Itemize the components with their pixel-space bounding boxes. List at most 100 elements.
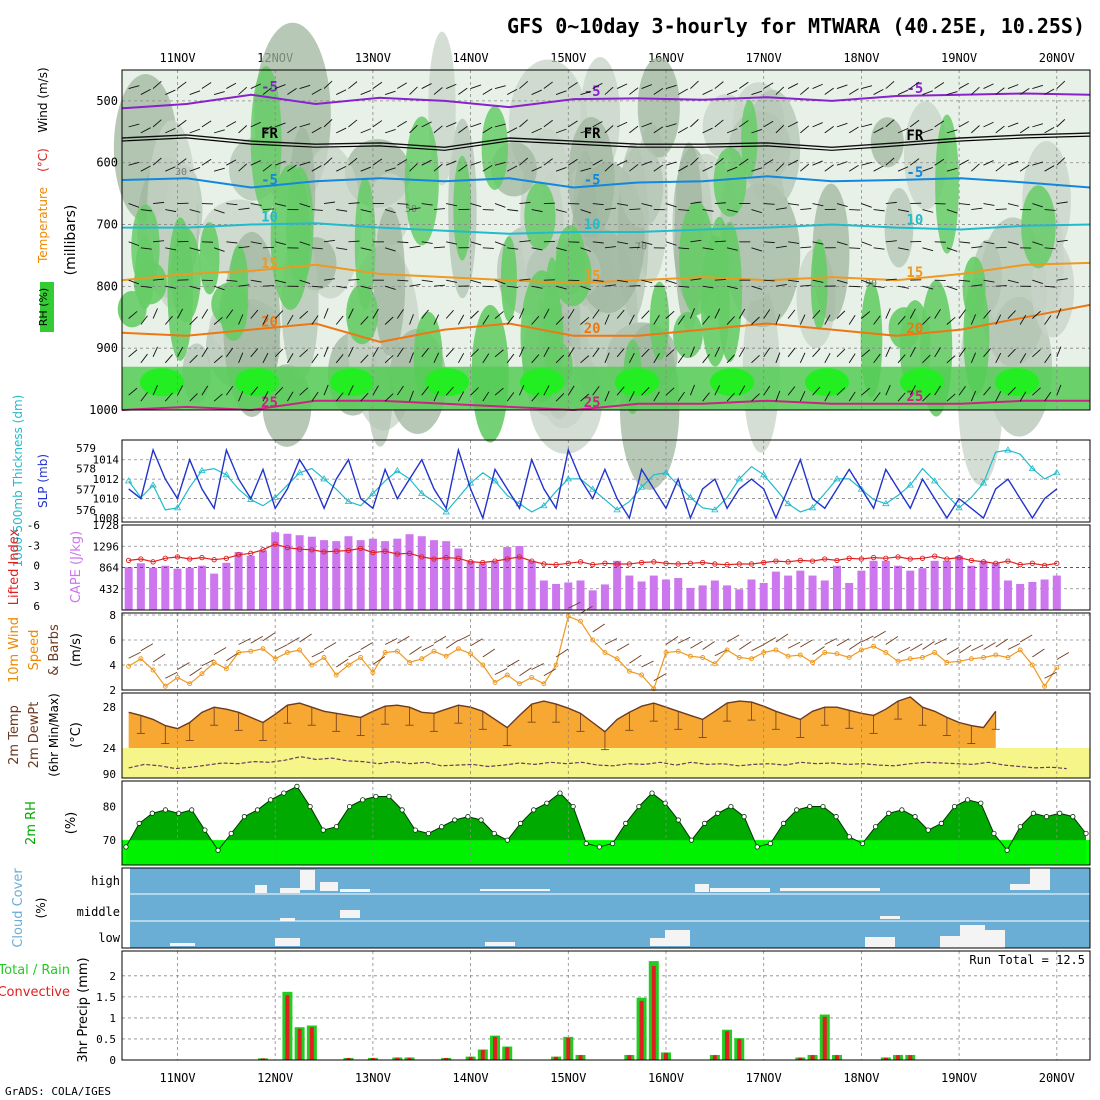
wind-barb: [274, 310, 284, 319]
lifted-index-point: [211, 557, 217, 563]
wind-barb: [617, 203, 629, 206]
wind-barb-10m: [665, 636, 679, 645]
rh2m-point: [557, 790, 563, 796]
wind-barb: [262, 285, 274, 287]
wind-barb: [629, 125, 639, 134]
cape-bar: [869, 560, 878, 610]
wind-barb: [641, 203, 653, 207]
cape-bar: [662, 579, 670, 610]
wind-barb: [800, 125, 810, 134]
thickness-point: [222, 471, 231, 478]
wind-barb: [519, 240, 531, 243]
wind-barb: [128, 349, 138, 358]
wind-barb: [299, 310, 309, 319]
wind-barb: [421, 83, 432, 89]
slp-tick-label: 1010: [93, 493, 120, 506]
wind-barb: [348, 202, 360, 204]
wind-speed-point: [162, 683, 168, 689]
wind-barb: [775, 207, 787, 210]
wind-barb: [372, 347, 379, 358]
wind-barb: [507, 247, 519, 250]
wind-barb: [604, 207, 616, 210]
wind-barb: [140, 165, 151, 172]
wind-barb: [128, 387, 138, 396]
wind-barb: [360, 392, 369, 402]
wind10m-unit-label: (m/s): [69, 633, 84, 667]
wind-speed-point: [1005, 655, 1011, 660]
rh2m-point: [780, 820, 787, 826]
wind-barb: [702, 315, 710, 325]
wind-barb: [494, 279, 506, 285]
rh-saturated-shade: [330, 368, 374, 397]
wind-barb: [592, 121, 603, 128]
wind-barb: [165, 209, 177, 213]
temp2m-panel: [121, 692, 1091, 779]
wind-barb: [153, 201, 165, 204]
wind-barb: [665, 241, 677, 246]
wind-barb: [335, 315, 344, 325]
lifted-index-point: [235, 552, 242, 558]
wind-barb: [628, 391, 635, 402]
wind-barb: [922, 128, 933, 134]
wind-barb: [531, 166, 542, 172]
wind-barb: [1019, 164, 1030, 172]
wind-barb: [812, 310, 821, 319]
wind-barb: [1056, 308, 1062, 319]
isotherm-label: FR: [584, 126, 601, 142]
wind-barb: [580, 129, 592, 134]
wind-barb: [140, 127, 151, 134]
wind-barb: [128, 279, 140, 285]
wind-barb: [470, 122, 482, 128]
wind-barb: [214, 167, 225, 172]
wind-barb: [262, 125, 272, 134]
wind-barb: [885, 119, 895, 128]
wind-barb: [494, 387, 504, 396]
wind-barb: [226, 82, 237, 89]
wind-barb-10m: [922, 641, 935, 650]
rh2m-point: [281, 790, 287, 796]
wind-barb: [726, 285, 738, 290]
wind-barb: [519, 384, 525, 396]
wind-barb: [824, 126, 834, 134]
wind-barb: [690, 201, 702, 204]
wind-barb: [800, 208, 812, 210]
wind-barb: [983, 203, 995, 206]
cloud-amount-bar: [710, 888, 770, 892]
lifted-index-point: [895, 554, 901, 560]
thickness-point: [271, 493, 279, 500]
lifted-index-axis-label: Lifted Index: [7, 528, 22, 605]
wind-barb: [702, 354, 710, 364]
wind-barb: [592, 279, 604, 282]
wind-barb: [1032, 203, 1043, 208]
precip-convective-bar: [297, 1028, 302, 1060]
wind-barb: [995, 352, 1002, 364]
precip-convective-bar: [578, 1055, 583, 1060]
wind-barb: [482, 209, 494, 211]
rh2m-point: [702, 820, 708, 826]
isotherm-label: FR: [261, 126, 278, 142]
wind-barb: [702, 165, 713, 172]
rh2m-point: [517, 820, 524, 826]
wind-barb: [287, 314, 294, 325]
wind-barb: [409, 245, 421, 249]
wind-barb-10m: [604, 638, 618, 645]
wind-barb: [897, 392, 906, 402]
wind-barb: [824, 87, 834, 95]
wind-barb: [616, 160, 628, 166]
wind10m-axis-label: & Barbs: [47, 624, 62, 676]
wind-barb: [445, 386, 454, 396]
wind-barb: [604, 125, 614, 134]
wind-barb: [1044, 165, 1055, 172]
wind-speed-point: [553, 662, 559, 668]
wind-barb: [934, 347, 941, 358]
rh-high-shade: [553, 242, 592, 307]
wind-speed-point: [321, 655, 327, 660]
wind-barb: [653, 126, 664, 134]
wind-speed-point: [455, 646, 461, 652]
lifted-index-point: [1005, 558, 1011, 564]
wind-barb: [165, 127, 176, 134]
precip-convective-bar: [566, 1038, 571, 1060]
wind-barb: [445, 83, 457, 89]
wind-barb: [616, 309, 625, 319]
thickness-point: [442, 508, 450, 515]
